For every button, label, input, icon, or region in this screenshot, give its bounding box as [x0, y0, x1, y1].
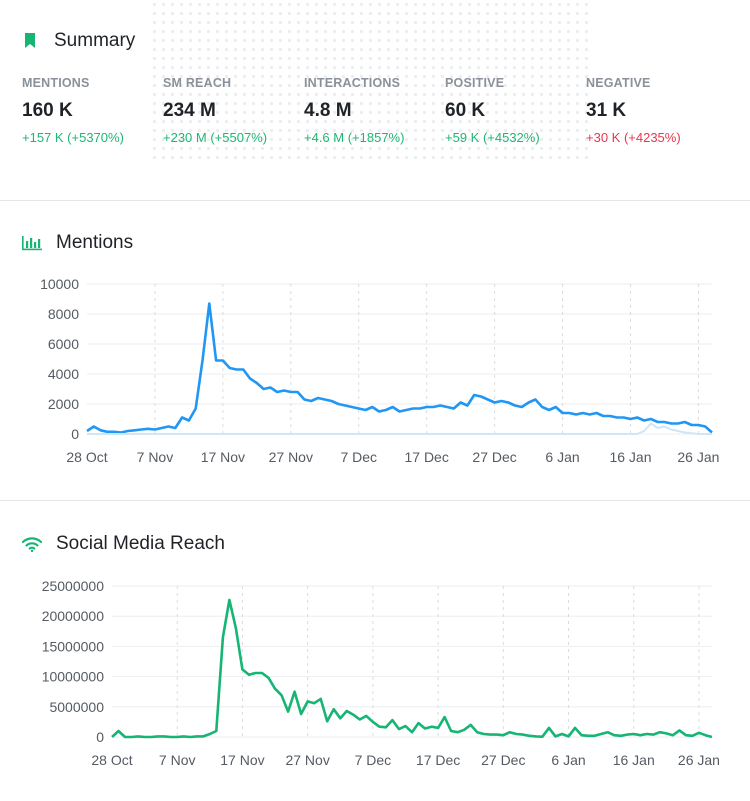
reach-section: Social Media Reach 0 5000000 10000000 15000… — [0, 500, 750, 801]
y-tick-label: 15000000 — [42, 638, 105, 654]
metrics-row: MENTIONS 160 K +157 K (+5370%) SM REACH … — [22, 76, 727, 145]
series-line-0 — [86, 302, 713, 434]
x-tick-label: 16 Jan — [609, 449, 651, 465]
x-tick-label: 28 Oct — [91, 752, 132, 768]
y-tick-label: 10000 — [40, 276, 79, 292]
metric-value: 160 K — [22, 100, 73, 121]
y-tick-label: 8000 — [48, 306, 79, 322]
y-tick-label: 4000 — [48, 366, 79, 382]
x-tick-label: 7 Dec — [340, 449, 377, 465]
mentions-title: Mentions — [56, 232, 134, 253]
x-tick-label: 26 Jan — [677, 449, 719, 465]
reach-chart[interactable]: 0 5000000 10000000 15000000 20000000 25000000… — [0, 571, 750, 801]
x-tick-label: 6 Jan — [545, 449, 579, 465]
metric-interactions[interactable]: INTERACTIONS 4.8 M +4.6 M (+1857%) — [304, 76, 445, 145]
reach-header: Social Media Reach — [22, 533, 225, 555]
metric-sm-reach[interactable]: SM REACH 234 M +230 M (+5507%) — [163, 76, 304, 145]
y-tick-label: 5000000 — [49, 699, 104, 715]
x-tick-label: 27 Dec — [472, 449, 516, 465]
x-tick-label: 28 Oct — [66, 449, 107, 465]
x-tick-label: 27 Nov — [285, 752, 329, 768]
world-map-background — [150, 0, 590, 165]
x-tick-label: 16 Jan — [613, 752, 655, 768]
x-tick-label: 6 Jan — [551, 752, 585, 768]
y-tick-label: 6000 — [48, 336, 79, 352]
x-tick-label: 17 Nov — [201, 449, 245, 465]
metric-value: 4.8 M — [304, 100, 352, 121]
x-tick-label: 7 Nov — [159, 752, 196, 768]
y-tick-label: 0 — [96, 729, 104, 745]
y-tick-label: 20000000 — [42, 608, 105, 624]
y-tick-label: 0 — [71, 426, 79, 442]
metric-negative[interactable]: NEGATIVE 31 K +30 K (+4235%) — [586, 76, 727, 145]
y-tick-label: 25000000 — [42, 578, 105, 594]
metric-label: INTERACTIONS — [304, 76, 401, 90]
mentions-chart[interactable]: 0 2000 4000 6000 8000 10000 28 Oct 7 Nov 17 Nov 2… — [0, 271, 750, 501]
metric-value: 60 K — [445, 100, 486, 121]
bar-chart-icon — [22, 236, 42, 251]
x-tick-label: 7 Dec — [355, 752, 392, 768]
bookmark-icon — [25, 33, 35, 48]
mentions-header: Mentions — [22, 232, 133, 254]
metric-change: +59 K (+4532%) — [445, 130, 540, 145]
x-tick-label: 17 Nov — [220, 752, 264, 768]
summary-title: Summary — [54, 30, 136, 51]
metric-label: SM REACH — [163, 76, 232, 90]
summary-section: Summary MENTIONS 160 K +157 K (+5370%) S… — [0, 0, 750, 200]
y-tick-label: 10000000 — [42, 669, 105, 685]
series-line-1 — [87, 422, 712, 435]
mentions-section: Mentions 0 2000 4000 6000 8000 10000 28 Oct 7 N… — [0, 200, 750, 501]
metric-change: +30 K (+4235%) — [586, 130, 681, 145]
reach-title: Social Media Reach — [56, 533, 225, 554]
x-tick-label: 26 Jan — [678, 752, 720, 768]
metric-label: MENTIONS — [22, 76, 90, 90]
metric-change: +157 K (+5370%) — [22, 130, 124, 145]
metric-change: +230 M (+5507%) — [163, 130, 268, 145]
metric-value: 31 K — [586, 100, 627, 121]
y-tick-label: 2000 — [48, 396, 79, 412]
metric-label: NEGATIVE — [586, 76, 651, 90]
x-tick-label: 27 Nov — [269, 449, 313, 465]
summary-header: Summary — [22, 30, 135, 52]
x-tick-label: 17 Dec — [416, 752, 460, 768]
x-tick-label: 27 Dec — [481, 752, 525, 768]
wifi-signal-icon — [22, 537, 42, 553]
metric-mentions[interactable]: MENTIONS 160 K +157 K (+5370%) — [22, 76, 163, 145]
metric-label: POSITIVE — [445, 76, 505, 90]
metric-change: +4.6 M (+1857%) — [304, 130, 405, 145]
metric-positive[interactable]: POSITIVE 60 K +59 K (+4532%) — [445, 76, 586, 145]
series-line-0 — [111, 598, 713, 739]
x-tick-label: 17 Dec — [404, 449, 448, 465]
metric-value: 234 M — [163, 100, 216, 121]
x-tick-label: 7 Nov — [137, 449, 174, 465]
